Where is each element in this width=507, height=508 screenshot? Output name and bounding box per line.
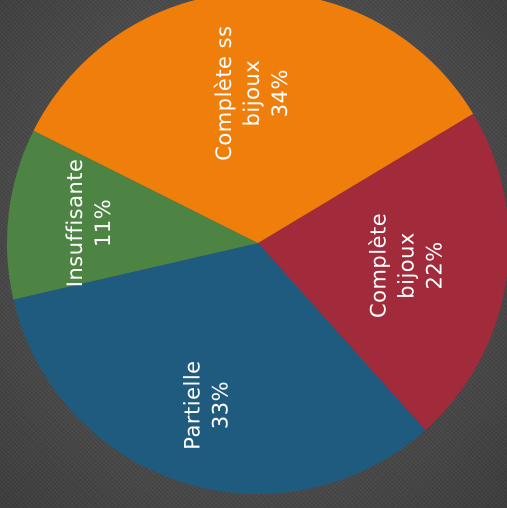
slice-category-label: Partielle [181, 360, 205, 449]
pie-slice-partielle [13, 243, 426, 494]
pie-slice-compl-te-bijoux [258, 113, 507, 431]
slice-label-group: Partielle 33% [181, 360, 233, 449]
slice-percent-label: 33% [209, 381, 233, 429]
slice-category-label: Complète [366, 213, 390, 318]
slice-percent-label: 34% [268, 69, 292, 117]
slice-category-label: Complète ss [212, 25, 236, 160]
pie-labels: Complète bijoux 22%Partielle 33%Insuffisant… [63, 25, 446, 449]
pie-slice-insuffisante [6, 130, 258, 300]
slice-category-label: bijoux [240, 60, 264, 127]
slice-label-group: Complète ss bijoux 34% [212, 25, 292, 160]
pie-slices [6, 0, 507, 494]
slice-label-group: Complète bijoux 22% [366, 213, 446, 318]
slice-percent-label: 22% [422, 241, 446, 289]
slice-category-label: bijoux [394, 232, 418, 299]
slice-category-label: Insuffisante [63, 159, 87, 288]
slice-percent-label: 11% [91, 199, 115, 247]
pie-slice-compl-te-ss-bijoux [33, 0, 474, 243]
slice-label-group: Insuffisante 11% [63, 159, 115, 288]
